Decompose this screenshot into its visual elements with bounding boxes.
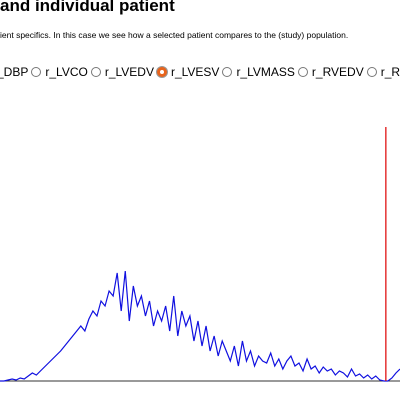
radio-label[interactable]: r_RVEDV	[311, 65, 364, 79]
radio-option[interactable]: r_RVES	[366, 65, 400, 79]
radio-group: _DBP r_LVCO r_LVEDV r_LVESV r_LVMASS r_RVEDV r…	[0, 65, 400, 79]
density-line	[0, 270, 400, 382]
radio-button[interactable]	[156, 67, 167, 77]
page-title: and individual patient	[0, 0, 175, 15]
radio-label[interactable]: r_LVESV	[170, 65, 220, 79]
radio-button[interactable]	[90, 67, 101, 77]
radio-option[interactable]: r_LVESV	[156, 65, 220, 79]
radio-option[interactable]: r_LVEDV	[90, 65, 154, 79]
description: ient specifics. In this case we see how …	[0, 30, 349, 40]
radio-label[interactable]: r_LVCO	[45, 65, 88, 79]
radio-label[interactable]: r_LVEDV	[104, 65, 154, 79]
radio-button[interactable]	[366, 67, 377, 77]
radio-option[interactable]: r_RVEDV	[297, 65, 364, 79]
radio-button[interactable]	[222, 67, 233, 77]
radio-label[interactable]: r_RVES	[380, 65, 400, 79]
radio-option[interactable]: _DBP	[0, 65, 28, 79]
radio-button[interactable]	[31, 67, 42, 77]
radio-button[interactable]	[297, 67, 308, 77]
radio-option[interactable]: r_LVCO	[31, 65, 88, 79]
radio-label[interactable]: _DBP	[0, 65, 29, 79]
radio-label[interactable]: r_LVMASS	[236, 65, 295, 79]
radio-option[interactable]: r_LVMASS	[222, 65, 295, 79]
